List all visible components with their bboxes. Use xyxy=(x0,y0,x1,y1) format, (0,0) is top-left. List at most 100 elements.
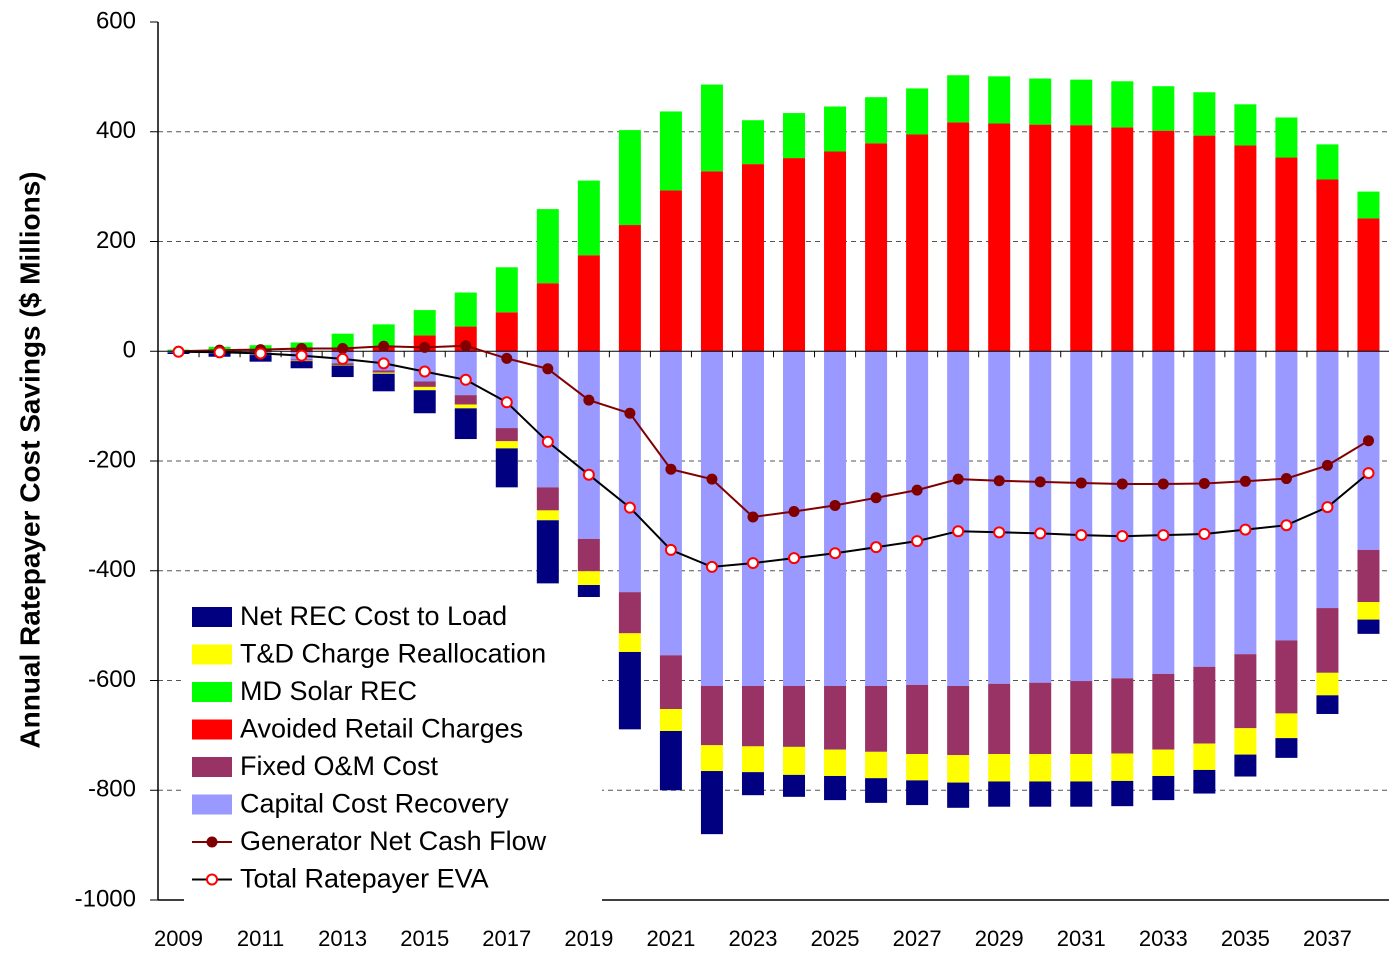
y-axis-title: Annual Ratepayer Cost Savings ($ Million… xyxy=(14,171,45,748)
bar xyxy=(1070,79,1093,126)
bar xyxy=(495,267,518,313)
bar xyxy=(1070,351,1093,682)
bar xyxy=(454,404,477,409)
bar xyxy=(536,520,559,584)
bar xyxy=(824,685,847,750)
bar xyxy=(1111,678,1134,754)
bar xyxy=(865,97,888,144)
bar xyxy=(1111,753,1134,781)
bar xyxy=(1275,351,1298,641)
x-tick-label: 2017 xyxy=(482,926,531,951)
bar xyxy=(1193,92,1216,136)
line-marker xyxy=(1116,530,1129,543)
bar xyxy=(947,755,970,783)
legend-label: Capital Cost Recovery xyxy=(240,789,509,819)
bar xyxy=(659,709,682,731)
bar xyxy=(1111,351,1134,679)
legend-swatch xyxy=(192,607,232,627)
line-marker xyxy=(500,396,513,409)
y-tick-label: 0 xyxy=(123,337,136,364)
bar xyxy=(1234,728,1257,755)
bar xyxy=(1275,157,1298,352)
line-marker xyxy=(1034,527,1047,540)
line-marker xyxy=(501,352,513,364)
bar xyxy=(988,754,1011,782)
bar xyxy=(1070,754,1093,782)
bar xyxy=(536,510,559,521)
x-tick-label: 2009 xyxy=(154,926,203,951)
line-marker xyxy=(1280,473,1292,485)
bar xyxy=(988,351,1011,684)
bar xyxy=(1357,351,1380,550)
bar xyxy=(865,778,888,803)
y-tick-label: -1000 xyxy=(75,885,136,912)
bar xyxy=(413,381,436,387)
bar xyxy=(1275,738,1298,758)
bar xyxy=(988,683,1011,755)
bar xyxy=(741,772,764,796)
x-tick-label: 2011 xyxy=(237,926,284,951)
bar xyxy=(331,333,354,348)
bar xyxy=(1152,673,1175,750)
bar xyxy=(659,655,682,710)
line-marker xyxy=(664,543,677,556)
bar xyxy=(536,351,559,488)
bar xyxy=(1152,351,1175,674)
bar xyxy=(536,487,559,511)
line xyxy=(178,344,1370,519)
legend-box xyxy=(184,597,602,901)
bar xyxy=(372,370,395,373)
bar xyxy=(1316,608,1339,673)
bar xyxy=(331,364,354,366)
bar xyxy=(700,771,723,835)
x-tick-label: 2037 xyxy=(1303,926,1352,951)
y-tick-label: -600 xyxy=(88,666,136,693)
bar xyxy=(659,111,682,191)
bar xyxy=(988,781,1011,807)
bar xyxy=(577,571,600,586)
bar xyxy=(824,749,847,776)
x-tick-label: 2015 xyxy=(400,926,449,951)
bar xyxy=(1357,619,1380,634)
line-marker xyxy=(377,357,390,370)
line-marker xyxy=(1157,478,1169,490)
line-marker xyxy=(747,511,759,523)
bar xyxy=(1029,124,1052,352)
bar xyxy=(947,782,970,808)
bar xyxy=(1029,781,1052,807)
bar xyxy=(1316,695,1339,714)
line-marker xyxy=(706,473,718,485)
line-marker xyxy=(952,525,965,538)
line-marker xyxy=(788,552,801,565)
line-marker xyxy=(295,349,308,362)
line-marker xyxy=(870,492,882,504)
bar xyxy=(741,164,764,352)
bar xyxy=(947,122,970,352)
y-tick-label: 600 xyxy=(96,7,136,34)
bar xyxy=(1193,666,1216,744)
bar xyxy=(700,171,723,352)
bar xyxy=(372,372,395,374)
bar xyxy=(1029,754,1052,782)
line-marker xyxy=(1280,519,1293,532)
legend-swatch xyxy=(192,794,232,815)
line-marker xyxy=(1075,477,1087,489)
legend-label: T&D Charge Reallocation xyxy=(240,639,546,669)
bar xyxy=(618,651,641,730)
line-marker xyxy=(1198,527,1211,540)
bar xyxy=(1029,78,1052,125)
line-marker xyxy=(1198,477,1210,489)
bar xyxy=(824,106,847,152)
bar xyxy=(495,448,518,488)
line-marker xyxy=(541,435,554,448)
line-marker xyxy=(337,343,349,355)
bar xyxy=(824,351,847,686)
bar xyxy=(865,751,888,779)
line-marker xyxy=(911,535,924,548)
y-tick-label: 400 xyxy=(96,117,136,144)
bar xyxy=(495,312,518,352)
line-marker xyxy=(1034,476,1046,488)
bar xyxy=(741,685,764,747)
line-marker xyxy=(1362,467,1375,480)
